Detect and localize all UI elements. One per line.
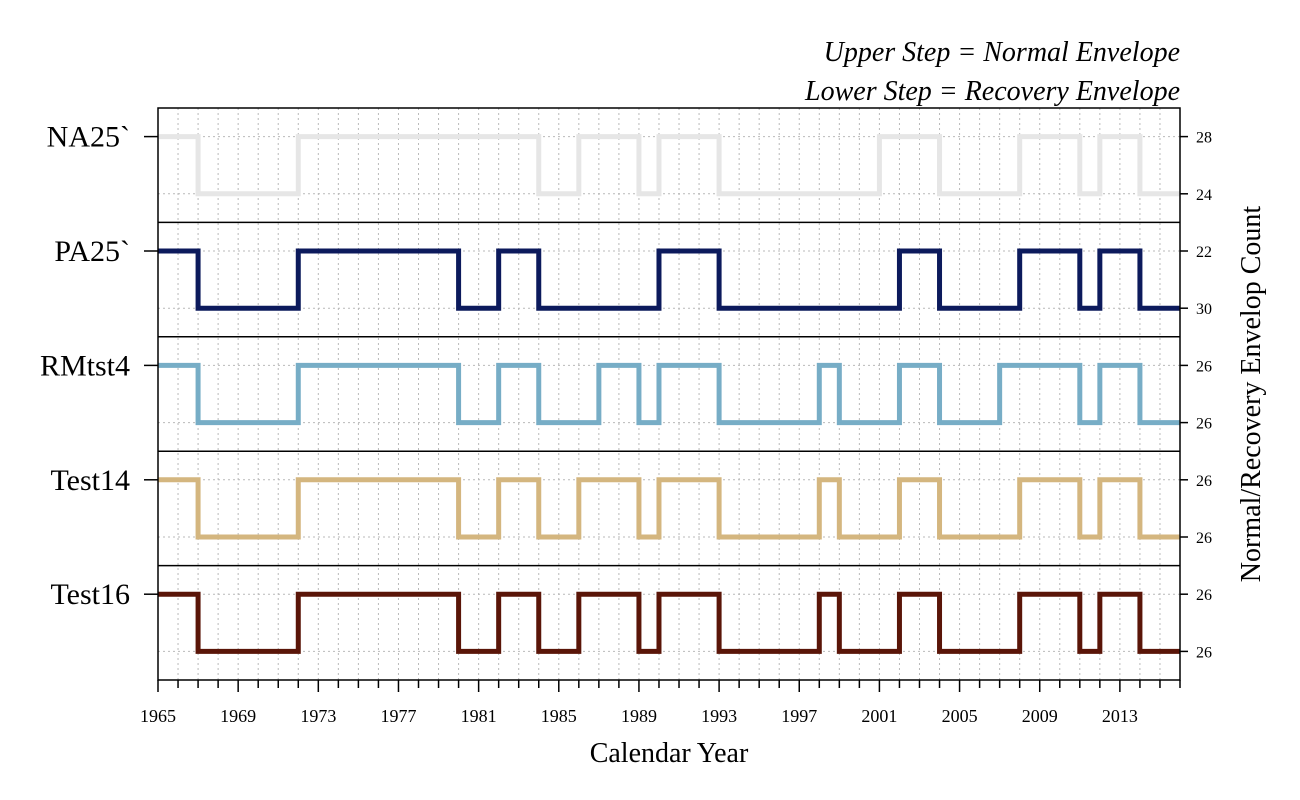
- count-label-upper: 26: [1196, 473, 1212, 490]
- row-label: NA25`: [47, 121, 130, 154]
- row-label: Test14: [50, 464, 130, 497]
- x-axis-title: Calendar Year: [590, 738, 749, 769]
- x-tick-label: 2009: [1022, 706, 1058, 726]
- annotation-lower-step: Lower Step = Recovery Envelope: [804, 76, 1180, 107]
- count-label-upper: 26: [1196, 587, 1212, 604]
- y-axis-title: Normal/Recovery Envelop Count: [1236, 206, 1267, 583]
- x-tick-label: 1969: [220, 706, 256, 726]
- count-label-upper: 28: [1196, 130, 1212, 147]
- x-tick-label: 1985: [541, 706, 577, 726]
- series-line-rmtst4: [158, 362, 1180, 426]
- x-tick-label: 2005: [942, 706, 978, 726]
- x-axis: 1965 1969 1973 1977 1981 1985 1989 1993 1997 2001…: [140, 680, 1181, 726]
- series-line-test14: [158, 477, 1180, 540]
- plot-frame: [157, 107, 1181, 681]
- row-label: PA25`: [54, 235, 130, 268]
- x-tick-label: 1989: [621, 706, 657, 726]
- series-line-pa25: [158, 248, 1180, 311]
- row-labels: NA25` 28 24 PA25` 22 30 RMtst4 26 26 Test14 26 26 Te…: [40, 121, 1212, 662]
- x-tick-label: 2013: [1102, 706, 1138, 726]
- count-label-lower: 26: [1196, 644, 1212, 661]
- series-lines: [158, 134, 1180, 654]
- x-tick-label: 1981: [461, 706, 497, 726]
- x-tick-label: 1977: [380, 706, 416, 726]
- x-tick-label: 1973: [300, 706, 336, 726]
- x-tick-label: 1965: [140, 706, 176, 726]
- count-label-lower: 26: [1196, 530, 1212, 547]
- annotation-upper-step: Upper Step = Normal Envelope: [824, 37, 1180, 68]
- plot-border: [157, 107, 1181, 681]
- count-label-upper: 22: [1196, 244, 1212, 261]
- series-line-test16: [158, 591, 1180, 654]
- count-label-lower: 24: [1196, 187, 1212, 204]
- count-label-lower: 26: [1196, 416, 1212, 433]
- count-label-lower: 30: [1196, 301, 1212, 318]
- x-tick-label: 2001: [861, 706, 897, 726]
- x-tick-label: 1997: [781, 706, 817, 726]
- count-label-upper: 26: [1196, 358, 1212, 375]
- x-tick-label: 1993: [701, 706, 737, 726]
- series-line-na25: [158, 134, 1180, 197]
- row-label: RMtst4: [40, 349, 130, 382]
- row-label: Test16: [50, 578, 130, 611]
